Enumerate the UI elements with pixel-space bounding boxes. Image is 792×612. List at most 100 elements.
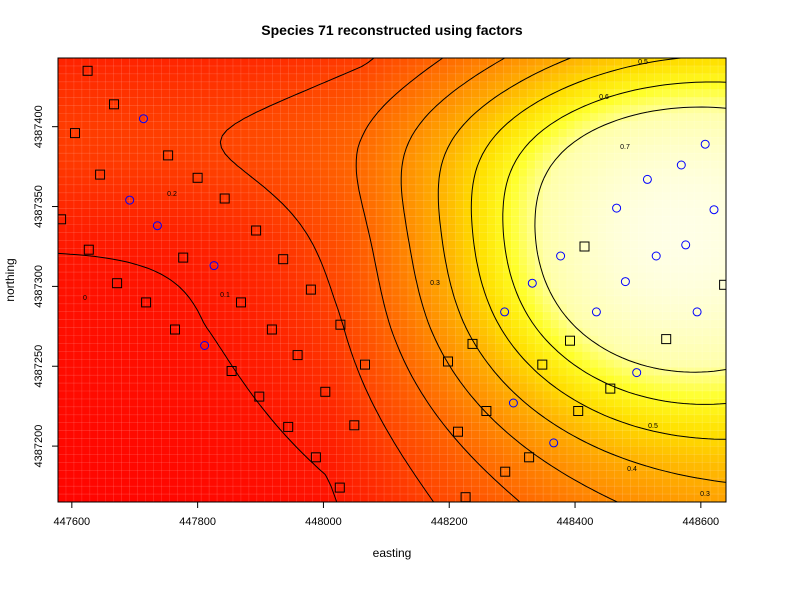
heatmap-cell — [73, 240, 83, 249]
heatmap-cell — [217, 414, 226, 424]
heatmap-cell — [121, 137, 130, 146]
heatmap-cell — [376, 422, 385, 431]
contour-line — [355, 58, 521, 502]
heatmap-cell — [471, 351, 480, 360]
heatmap-cell — [73, 280, 83, 289]
heatmap-cell — [598, 200, 608, 209]
heatmap-cell — [694, 105, 703, 114]
heatmap-cell — [686, 446, 695, 455]
heatmap-cell — [113, 113, 122, 122]
heatmap-cell — [670, 478, 679, 487]
heatmap-cell — [97, 454, 107, 463]
heatmap-cell — [161, 89, 170, 98]
heatmap-cell — [487, 287, 496, 297]
heatmap-cell — [638, 232, 647, 241]
heatmap-cell — [646, 438, 655, 447]
heatmap-cell — [320, 176, 329, 186]
heatmap-cell — [97, 398, 107, 408]
heatmap-cell — [606, 383, 615, 392]
heatmap-cell — [407, 343, 417, 352]
heatmap-cell — [503, 327, 512, 336]
heatmap-cell — [368, 65, 377, 75]
heatmap-cell — [209, 176, 218, 186]
heatmap-cell — [670, 438, 679, 447]
heatmap-cell — [511, 367, 520, 376]
heatmap-cell — [598, 129, 608, 138]
heatmap-cell — [177, 470, 186, 479]
heatmap-cell — [248, 494, 258, 502]
site-absent-marker — [453, 426, 463, 437]
heatmap-cell — [710, 73, 719, 83]
heatmap-cell — [169, 446, 178, 455]
heatmap-cell — [240, 367, 250, 376]
heatmap-cell — [431, 73, 441, 83]
heatmap-cell — [415, 65, 425, 75]
heatmap-cell — [399, 383, 409, 392]
heatmap-cell — [209, 398, 218, 408]
heatmap-cell — [177, 359, 186, 368]
heatmap-cell — [137, 232, 146, 241]
heatmap-cell — [423, 224, 433, 233]
heatmap-cell — [503, 73, 512, 83]
heatmap-cell — [439, 303, 448, 313]
heatmap-cell — [248, 232, 258, 241]
heatmap-cell — [296, 161, 305, 170]
heatmap-cell — [384, 367, 393, 376]
heatmap-cell — [129, 216, 138, 225]
heatmap-cell — [193, 240, 202, 249]
heatmap-cell — [217, 391, 226, 400]
heatmap-cell — [360, 303, 369, 313]
heatmap-cell — [495, 367, 504, 376]
heatmap-cell — [288, 272, 297, 281]
heatmap-cell — [503, 414, 512, 424]
heatmap-cell — [559, 367, 568, 376]
heatmap-cell — [169, 367, 178, 376]
heatmap-cell — [718, 327, 726, 336]
heatmap-cell — [264, 319, 274, 328]
site-absent-marker — [443, 356, 453, 367]
heatmap-cell — [598, 398, 608, 408]
heatmap-cell — [423, 192, 433, 202]
heatmap-cell — [678, 367, 687, 376]
heatmap-cell — [328, 192, 337, 202]
heatmap-cell — [455, 216, 464, 225]
heatmap-cell — [622, 176, 631, 186]
heatmap-cell — [113, 319, 122, 328]
heatmap-cell — [670, 97, 679, 106]
heatmap-cell — [129, 65, 138, 75]
heatmap-cell — [169, 73, 178, 83]
contour-line — [219, 58, 435, 502]
heatmap-cell — [272, 153, 281, 162]
heatmap-cell — [153, 303, 162, 313]
heatmap-cell — [535, 65, 544, 75]
heatmap-cell — [89, 486, 99, 495]
heatmap-cell — [217, 446, 226, 455]
heatmap-cell — [670, 327, 679, 336]
heatmap-cell — [431, 240, 441, 249]
heatmap-cell — [614, 248, 623, 257]
heatmap-cell — [145, 145, 154, 154]
heatmap-cell — [169, 430, 178, 439]
heatmap-cell — [225, 145, 234, 154]
heatmap-cell — [535, 200, 544, 209]
heatmap-cell — [201, 81, 210, 91]
site-present-marker — [527, 278, 537, 288]
heatmap-cell — [559, 200, 568, 209]
heatmap-cell — [185, 121, 194, 130]
heatmap-cell — [217, 97, 226, 106]
heatmap-cell — [65, 192, 75, 202]
heatmap-cell — [678, 208, 687, 217]
heatmap-cell — [177, 414, 186, 424]
heatmap-cell — [551, 137, 560, 146]
heatmap-cell — [407, 192, 417, 202]
heatmap-cell — [638, 462, 647, 471]
heatmap-cell — [312, 470, 321, 479]
heatmap-cell — [264, 406, 274, 416]
heatmap-cell — [423, 478, 433, 487]
heatmap-cell — [65, 105, 75, 114]
heatmap-cell — [614, 422, 623, 431]
heatmap-cell — [312, 264, 321, 273]
heatmap-cell — [638, 398, 647, 408]
heatmap-cell — [654, 129, 663, 138]
heatmap-cell — [702, 169, 711, 178]
